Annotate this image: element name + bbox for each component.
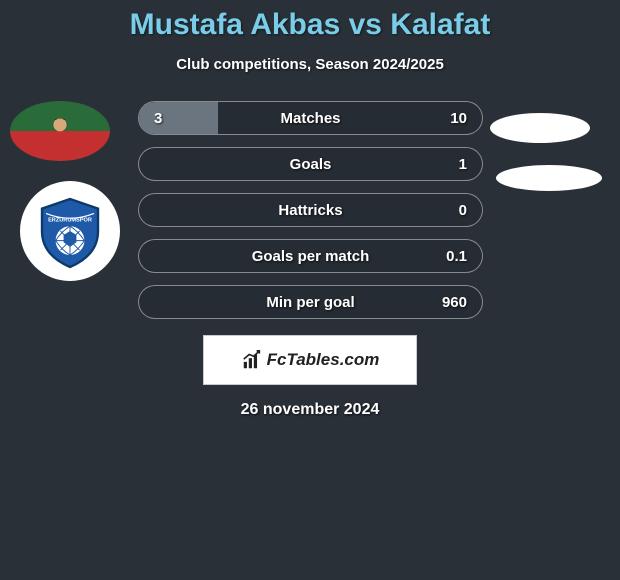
shield-icon: ERZURUMSPOR	[30, 191, 110, 271]
stat-row: Min per goal 960	[138, 285, 483, 319]
player2-avatar: ERZURUMSPOR	[20, 181, 120, 281]
page-subtitle: Club competitions, Season 2024/2025	[0, 56, 620, 73]
stat-label: Min per goal	[138, 285, 483, 319]
brand-label: FcTables.com	[267, 350, 380, 370]
decorative-blob-2	[496, 165, 602, 191]
stat-right-value: 0	[459, 193, 467, 227]
date-label: 26 november 2024	[0, 401, 620, 419]
stat-right-value: 0.1	[446, 239, 467, 273]
stat-row: 3 Matches 10	[138, 101, 483, 135]
stat-right-value: 10	[450, 101, 467, 135]
page-title: Mustafa Akbas vs Kalafat	[0, 0, 620, 42]
stat-right-value: 1	[459, 147, 467, 181]
stats-bars: 3 Matches 10 Goals 1 Hattricks 0 Goals p…	[138, 101, 483, 319]
brand-box[interactable]: FcTables.com	[203, 335, 417, 385]
stat-row: Goals per match 0.1	[138, 239, 483, 273]
player1-avatar-img	[10, 101, 110, 161]
player1-avatar	[10, 101, 110, 161]
stat-label: Goals	[138, 147, 483, 181]
stat-row: Hattricks 0	[138, 193, 483, 227]
svg-text:ERZURUMSPOR: ERZURUMSPOR	[48, 217, 92, 223]
player2-avatar-img: ERZURUMSPOR	[20, 181, 120, 281]
comparison-content: ERZURUMSPOR 3 Matches 10 Goals 1 Hattric…	[0, 101, 620, 319]
stat-label: Hattricks	[138, 193, 483, 227]
stat-row: Goals 1	[138, 147, 483, 181]
chart-icon	[241, 349, 263, 371]
stat-label: Matches	[138, 101, 483, 135]
stat-right-value: 960	[442, 285, 467, 319]
decorative-blob-1	[490, 113, 590, 143]
stat-label: Goals per match	[138, 239, 483, 273]
person-icon	[41, 112, 79, 150]
